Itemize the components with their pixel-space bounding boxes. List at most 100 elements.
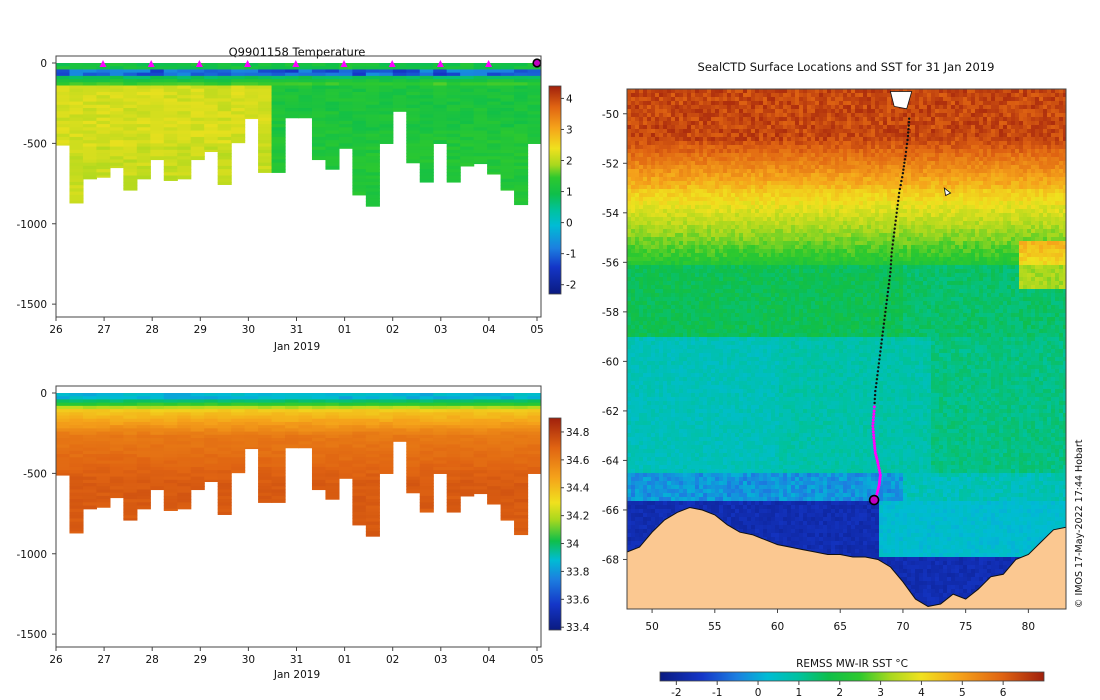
sst-cell [1007, 117, 1012, 122]
sst-cell [663, 141, 668, 146]
profile-cell [365, 82, 380, 87]
profile-cell [446, 143, 461, 148]
sst-cell [703, 129, 708, 134]
sst-cell [743, 165, 748, 170]
sst-cell [1003, 145, 1008, 150]
profile-cell [460, 418, 475, 423]
sst-cell [655, 173, 660, 178]
sst-cell [991, 117, 996, 122]
sst-cell [831, 137, 836, 142]
profile-cell [109, 63, 124, 67]
profile-cell [271, 130, 286, 135]
sst-cell [787, 161, 792, 166]
sst-cell [655, 97, 660, 102]
sst-cell [667, 101, 672, 106]
profile-cell [190, 450, 205, 455]
sst-cell [959, 141, 964, 146]
x-tick-label: 26 [49, 654, 63, 666]
sst-cell [847, 169, 852, 174]
profile-cell [163, 396, 178, 401]
sst-cell [747, 129, 752, 134]
profile-cell [69, 502, 84, 507]
profile-cell [163, 399, 178, 404]
profile-cell [231, 98, 246, 103]
sst-cell [671, 173, 676, 178]
profile-cell [136, 66, 151, 71]
sst-cell [963, 133, 968, 138]
profile-cell [446, 172, 461, 177]
sst-cell [695, 121, 700, 126]
sst-cell [711, 181, 716, 186]
profile-cell [473, 450, 488, 455]
sst-cell [895, 125, 900, 130]
profile-cell [406, 466, 421, 471]
sst-cell [915, 113, 920, 118]
profile-cell [69, 140, 84, 144]
sst-cell [799, 161, 804, 166]
profile-cell [338, 72, 353, 77]
profile-cell [406, 441, 421, 446]
sst-cell [811, 169, 816, 174]
profile-cell [514, 511, 529, 516]
profile-cell [419, 412, 434, 417]
sst-cell [859, 133, 864, 138]
sst-cell [647, 125, 652, 130]
sst-cell [1031, 105, 1036, 110]
sst-cell [923, 157, 928, 162]
sst-cell [651, 157, 656, 162]
sst-cell [723, 105, 728, 110]
profile-cell [392, 72, 407, 77]
sst-cell [859, 89, 864, 94]
sst-cell [871, 145, 876, 150]
sst-cell [627, 161, 632, 166]
profile-cell [177, 98, 192, 103]
profile-cell [150, 454, 165, 458]
profile-cell [204, 75, 219, 80]
sst-cell [667, 181, 672, 186]
sst-cell [707, 153, 712, 158]
sst-cell [967, 157, 972, 162]
profile-cell [150, 108, 165, 112]
profile-cell [69, 66, 84, 71]
sst-cell [759, 129, 764, 134]
sst-cell [919, 157, 924, 162]
sst-cell [647, 165, 652, 170]
sst-cell [859, 137, 864, 142]
profile-cell [271, 165, 286, 170]
sst-cell [927, 129, 932, 134]
sst-cell [1007, 153, 1012, 158]
sst-cell [651, 165, 656, 170]
profile-cell [446, 454, 461, 458]
sst-cell [743, 105, 748, 110]
sst-cell [747, 137, 752, 142]
sst-cell [907, 161, 912, 166]
sst-cell [1055, 97, 1060, 102]
profile-cell [406, 146, 421, 151]
profile-cell [460, 444, 475, 449]
sst-cell [703, 133, 708, 138]
sst-cell [795, 161, 800, 166]
sst-cell [971, 109, 976, 114]
sst-cell [715, 161, 720, 166]
sst-cell [963, 129, 968, 134]
sst-cell [743, 177, 748, 182]
profile-cell [190, 425, 205, 429]
profile-cell [177, 136, 192, 141]
profile-cell [446, 75, 461, 80]
profile-cell [325, 450, 340, 455]
profile-cell [365, 483, 380, 487]
sst-cell [915, 173, 920, 178]
profile-cell [446, 409, 461, 413]
profile-cell [56, 466, 71, 471]
profile-cell [136, 476, 151, 481]
profile-cell [109, 82, 124, 87]
profile-cell [204, 130, 219, 135]
profile-cell [163, 91, 178, 96]
profile-cell [96, 98, 111, 103]
sst-cell [711, 137, 716, 142]
sst-cell [655, 89, 660, 94]
profile-cell [500, 108, 515, 112]
profile-cell [460, 133, 475, 138]
sst-cell [1007, 89, 1012, 94]
profile-cell [150, 130, 165, 135]
